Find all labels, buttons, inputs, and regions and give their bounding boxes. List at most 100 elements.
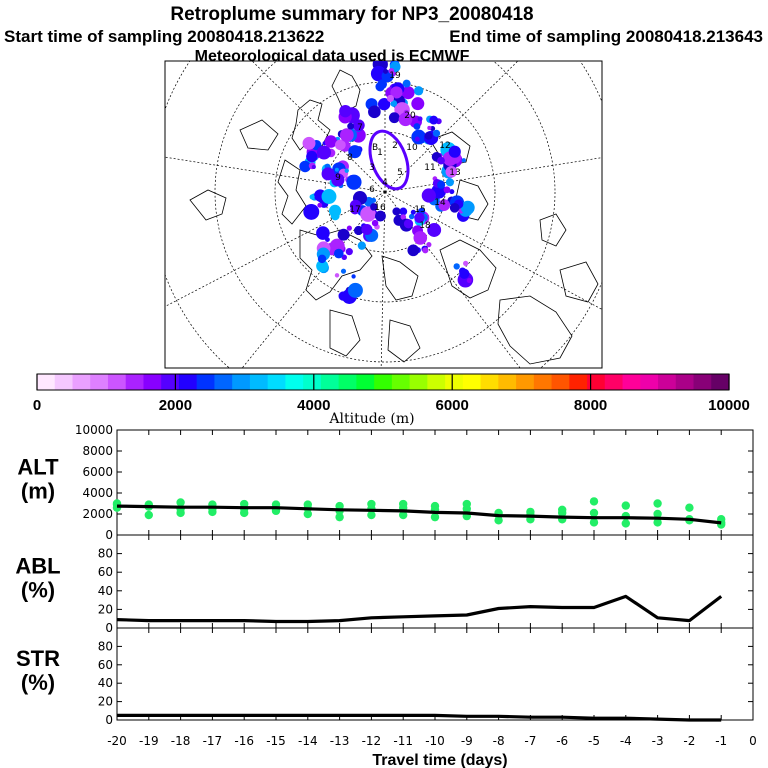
colorbar-swatch (125, 374, 145, 390)
colorbar-swatch (658, 374, 677, 390)
plume-particle (417, 116, 423, 122)
colorbar-swatch (72, 374, 91, 390)
map-day-label: 7 (357, 123, 363, 133)
x-tick-label: -18 (171, 734, 191, 748)
plume-particle (354, 225, 364, 236)
plume-particle (427, 223, 442, 237)
x-tick-label: -4 (620, 734, 632, 748)
plume-particle (357, 241, 366, 250)
alt-panel-label: (m) (21, 479, 55, 504)
colorbar-swatch (516, 374, 535, 390)
plume-particle (370, 203, 378, 211)
plume-particle (360, 206, 376, 222)
abl-ytick-label: 20 (98, 602, 113, 616)
alt-panel-label: ALT (17, 455, 59, 480)
plume-particles (299, 61, 475, 304)
map-day-label: 3 (369, 163, 375, 173)
plume-particle (331, 173, 345, 187)
colorbar-swatch (675, 374, 695, 390)
plume-particle (346, 174, 362, 190)
map-day-label: 16 (374, 203, 386, 213)
colorbar-swatch (427, 374, 446, 390)
plume-particle (414, 136, 420, 142)
str-panel-label: (%) (21, 670, 55, 695)
alt-point (589, 497, 599, 506)
abl-ytick-label: 0 (105, 621, 113, 635)
alt-point (621, 501, 630, 510)
map-day-label: 6 (369, 185, 375, 195)
map-day-label: 1 (377, 148, 383, 158)
plume-particle (316, 145, 332, 160)
plume-particle (437, 180, 446, 189)
colorbar-label: Altitude (m) (328, 411, 414, 427)
plume-particle (449, 189, 455, 195)
plume-particle (371, 197, 377, 203)
plume-particle (344, 168, 349, 173)
release-point-label: B (372, 143, 378, 153)
plume-particle (407, 244, 420, 257)
x-tick-label: -8 (493, 734, 505, 748)
alt-ytick-label: 6000 (82, 465, 113, 479)
plume-particle (306, 150, 318, 163)
plume-particle (460, 200, 475, 215)
colorbar-tick-label: 6000 (436, 397, 469, 414)
x-tick-label: -15 (266, 734, 286, 748)
plume-particle (463, 260, 469, 266)
plume-particle (390, 86, 403, 99)
alt-point (399, 510, 408, 520)
alt-point (430, 512, 440, 522)
map-day-label: 9 (335, 173, 341, 183)
colorbar-swatch (267, 374, 287, 390)
str-ytick-label: 20 (98, 695, 113, 709)
plume-particle (422, 247, 429, 254)
x-tick-label: -3 (652, 734, 664, 748)
plume-particle (429, 115, 439, 125)
colorbar-tick-label: 8000 (574, 397, 607, 414)
colorbar-tick-label: 4000 (297, 397, 330, 414)
plume-particle (302, 136, 316, 150)
map-day-label: 20 (404, 111, 416, 121)
plume-particle (345, 248, 353, 256)
plume-particle (317, 202, 323, 208)
plume-particle (361, 223, 373, 236)
colorbar-tick-label: 2000 (159, 397, 192, 414)
alt-point (176, 498, 185, 507)
alt-point (589, 518, 599, 527)
alt-point (367, 510, 376, 520)
plume-particle (413, 231, 428, 245)
str-ytick-label: 40 (98, 676, 113, 690)
colorbar-swatch (338, 374, 357, 390)
plume-particle (400, 214, 407, 220)
colorbar-swatch (320, 374, 340, 390)
plume-particle (403, 219, 414, 229)
plume-particle (330, 211, 340, 221)
plume-particle (388, 112, 400, 124)
plume-particle (303, 203, 320, 220)
plume-particle (443, 186, 451, 194)
plume-particle (348, 145, 362, 159)
alt-point (240, 508, 249, 518)
colorbar-swatch (37, 374, 56, 390)
abl-ytick-label: 60 (98, 565, 113, 579)
alt-point (589, 508, 599, 518)
map-day-label: 4 (382, 178, 388, 188)
colorbar-swatch (54, 374, 74, 390)
alt-point (621, 519, 630, 528)
colorbar-swatch (640, 374, 659, 390)
start-time-label: Start time of sampling 20080418.213622 (4, 27, 324, 46)
plume-particle (390, 100, 398, 107)
plume-particle (349, 199, 362, 212)
plume-particle (339, 104, 352, 118)
plume-particle (333, 248, 344, 259)
alt-point (494, 516, 503, 525)
x-tick-label: -6 (556, 734, 568, 748)
plume-particle (388, 68, 395, 74)
plume-particle (430, 126, 436, 132)
colorbar-swatch (143, 374, 162, 390)
x-tick-label: -2 (683, 734, 695, 748)
alt-series-line (116, 504, 722, 525)
plume-particle (321, 167, 335, 181)
plume-particle (445, 178, 454, 187)
str-frame (116, 627, 754, 721)
plume-particle (438, 199, 451, 211)
